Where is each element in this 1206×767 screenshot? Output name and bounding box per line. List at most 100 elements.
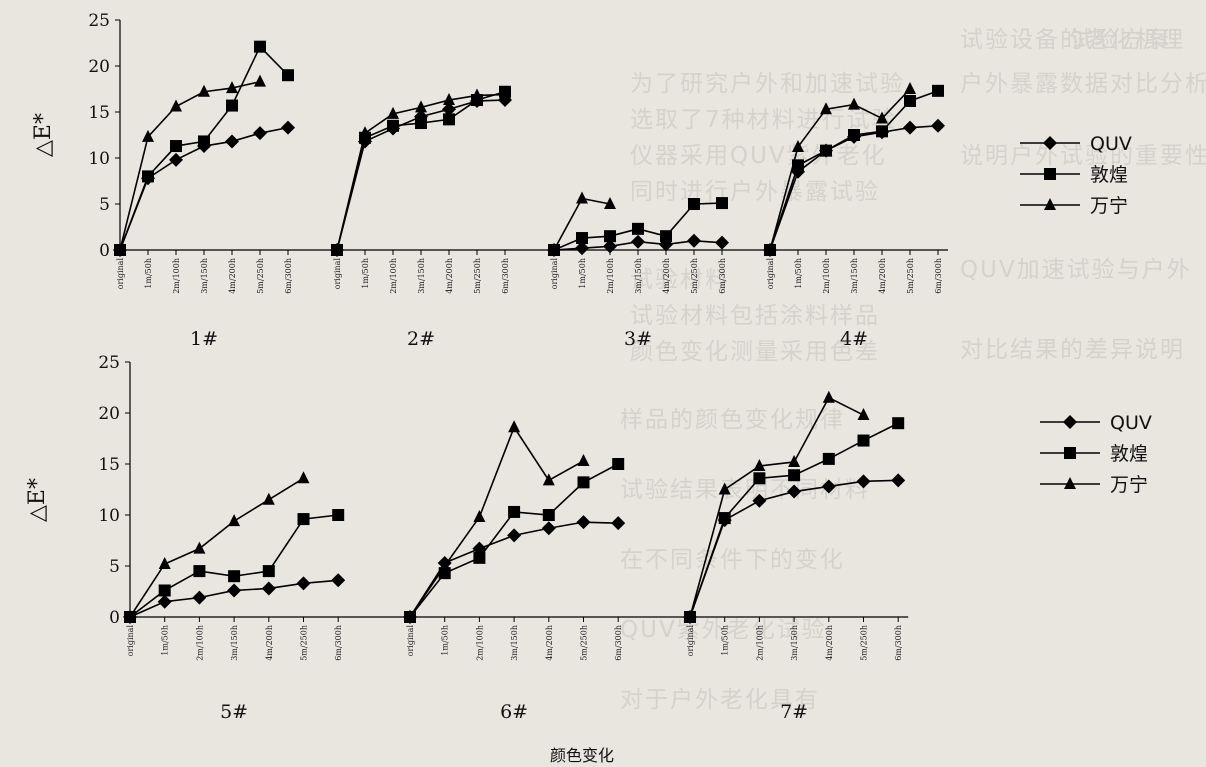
legend-marker	[1043, 136, 1057, 150]
data-point	[254, 40, 266, 53]
data-point	[792, 159, 804, 172]
x-tick-label: 1m/50h	[441, 625, 450, 656]
data-point	[158, 556, 171, 569]
chart-group-2: original 1m/50h 2m/100h 3m/150h 4m/200h 5m/25…	[330, 85, 512, 350]
data-point	[262, 492, 275, 505]
x-tick-label: 2m/100h	[755, 625, 764, 661]
x-tick-label: 5m/250h	[580, 625, 589, 661]
data-point	[404, 610, 416, 622]
data-point	[611, 516, 626, 531]
x-tick-label: original	[126, 625, 135, 657]
data-point	[631, 234, 645, 249]
data-point	[632, 222, 644, 235]
data-point	[332, 509, 345, 521]
x-tick-label: 3m/150h	[850, 258, 859, 294]
x-tick-label: 6m/300h	[718, 258, 727, 294]
data-point	[198, 84, 210, 97]
x-tick-label: 4m/200h	[445, 258, 454, 294]
legend-marker	[1044, 198, 1056, 210]
data-point	[822, 390, 835, 403]
data-point	[227, 583, 242, 598]
data-point	[576, 515, 591, 530]
chart-group-1: original 1m/50h 2m/100h 3m/150h 4m/200h 5m/25…	[123, 471, 346, 723]
x-tick-label: 5m/250h	[690, 258, 699, 294]
x-tick-label: 3m/150h	[790, 625, 799, 661]
chart-panel-top: 0 5 10 15 20 25 △E* original 1m/50h 2m/100h 3m/150…	[31, 11, 1132, 350]
x-tick-label: 1m/50h	[161, 625, 170, 656]
data-point	[331, 243, 343, 255]
x-tick-label: 4m/200h	[662, 258, 671, 294]
x-tick-label: 4m/200h	[878, 258, 887, 294]
data-point	[932, 84, 944, 97]
data-point	[443, 93, 455, 106]
data-point	[577, 453, 590, 466]
data-point	[931, 118, 945, 133]
data-point	[688, 198, 700, 210]
data-point	[114, 243, 126, 255]
chart-group-3: original 1m/50h 2m/100h 3m/150h 4m/200h 5m/25…	[683, 390, 906, 723]
data-point	[788, 454, 801, 467]
data-point	[387, 119, 399, 132]
data-point	[192, 590, 207, 605]
data-point	[508, 505, 521, 518]
x-tick-label: 4m/200h	[228, 258, 237, 294]
data-point	[225, 134, 239, 149]
data-point	[788, 469, 801, 482]
y-tick-label: 25	[88, 11, 110, 31]
data-point	[226, 81, 238, 94]
data-point	[604, 230, 616, 243]
data-point	[764, 243, 776, 255]
data-point	[387, 106, 399, 119]
data-point	[198, 135, 210, 148]
y-tick-label: 15	[98, 455, 120, 475]
data-point	[442, 102, 456, 117]
x-tick-label: 4m/200h	[545, 625, 554, 661]
figure-caption: 颜色变化	[550, 746, 615, 765]
data-point	[716, 197, 728, 210]
data-point	[169, 152, 183, 167]
legend-label: QUV	[1110, 412, 1152, 434]
x-tick-label: 2m/100h	[195, 625, 204, 661]
series-line-3	[409, 425, 584, 618]
legend-label: QUV	[1090, 133, 1132, 155]
data-point	[254, 74, 266, 87]
x-tick-label: 2m/100h	[389, 258, 398, 294]
x-tick-label: 3m/150h	[230, 625, 239, 661]
chart-group-1: original 1m/50h 2m/100h 3m/150h 4m/200h 5m/25…	[113, 40, 295, 350]
data-point	[226, 99, 238, 112]
data-point	[473, 510, 486, 523]
data-point	[508, 420, 521, 433]
legend-label: 万宁	[1110, 474, 1148, 496]
data-point	[612, 458, 625, 470]
data-point	[142, 129, 154, 142]
data-point	[822, 452, 835, 465]
data-point	[753, 459, 766, 472]
data-point	[576, 232, 588, 245]
x-tick-label: 3m/150h	[634, 258, 643, 294]
x-tick-label: 5m/250h	[256, 258, 265, 294]
data-point	[876, 125, 888, 138]
data-point	[577, 476, 590, 489]
x-tick-label: 6m/300h	[284, 258, 293, 294]
y-tick-label: 20	[98, 404, 120, 424]
x-tick-label: 2m/100h	[822, 258, 831, 294]
x-tick-label: 6m/300h	[334, 625, 343, 661]
x-tick-label: original	[406, 625, 415, 657]
x-tick-label: 2m/100h	[475, 625, 484, 661]
y-tick-label: 0	[99, 241, 110, 261]
x-tick-label: 5m/250h	[300, 625, 309, 661]
y-tick-label: 20	[88, 57, 110, 77]
x-tick-label: 1m/50h	[361, 258, 370, 289]
x-tick-label: 3m/150h	[417, 258, 426, 294]
data-point	[792, 139, 804, 152]
data-point	[542, 509, 555, 521]
data-point	[142, 170, 154, 183]
x-tick-label: 2m/100h	[606, 258, 615, 294]
data-point	[281, 120, 295, 135]
x-tick-label: original	[766, 258, 775, 290]
x-tick-label: 1m/50h	[794, 258, 803, 289]
data-point	[687, 233, 701, 248]
y-axis-label: △E*	[25, 478, 50, 522]
